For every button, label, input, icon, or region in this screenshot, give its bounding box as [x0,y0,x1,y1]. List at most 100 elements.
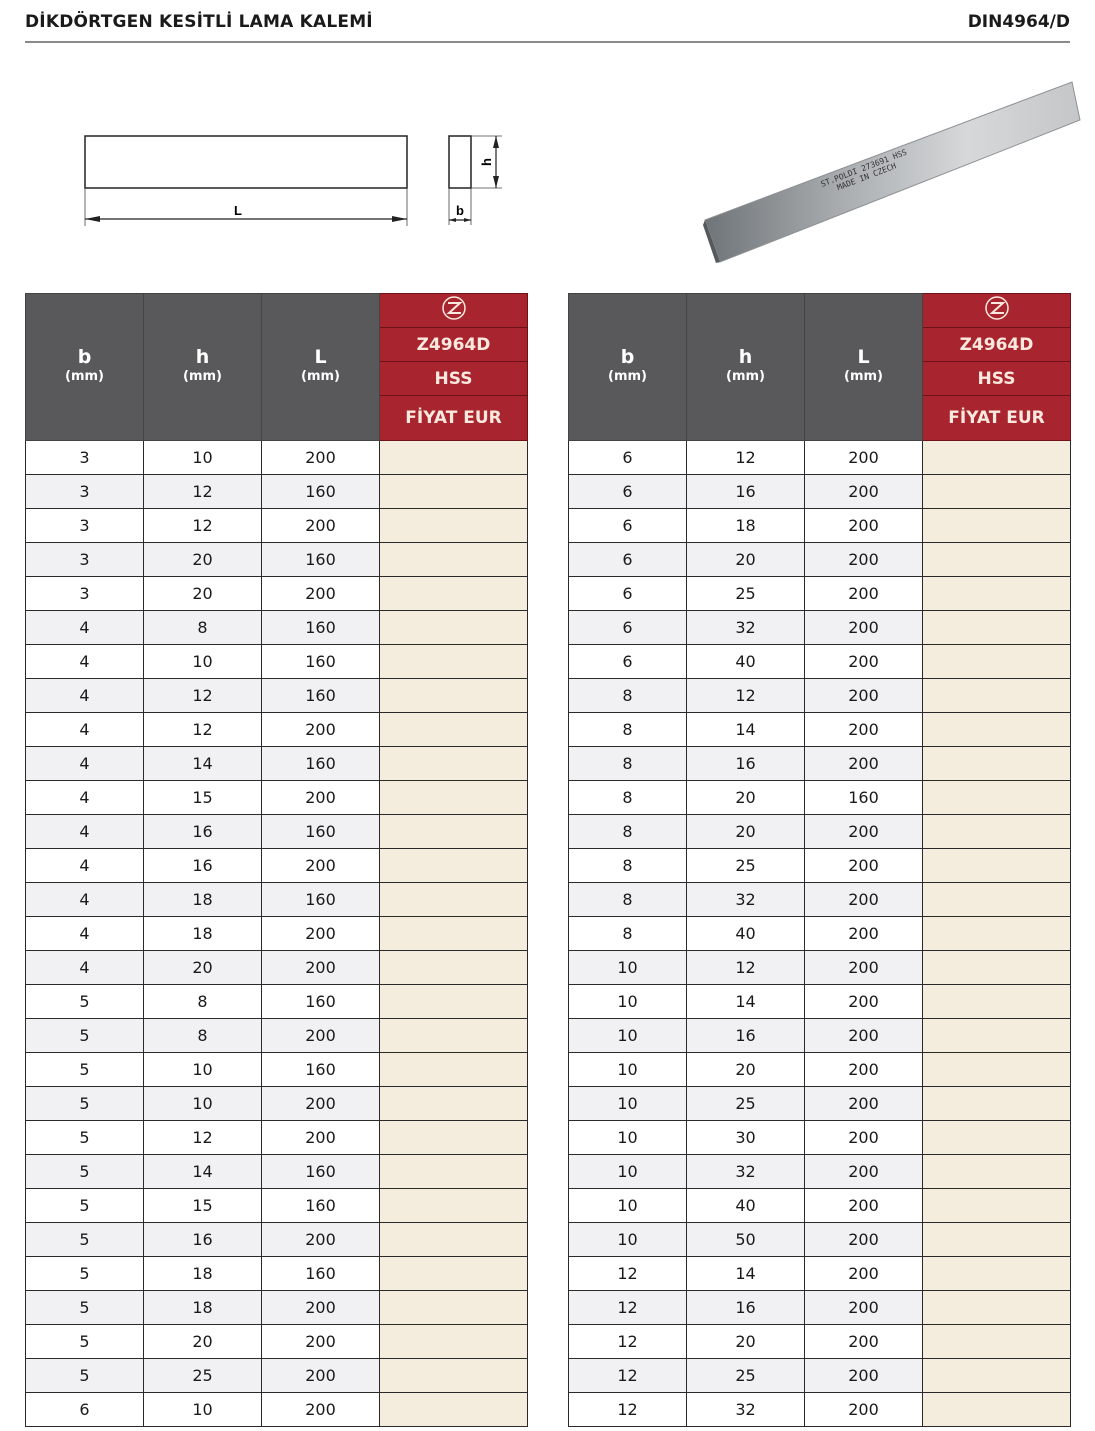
cell-h: 20 [686,1324,805,1359]
cell-b: 5 [25,1358,144,1393]
cell-h: 16 [143,848,262,883]
cell-h: 50 [686,1222,805,1257]
table-row: 10 50 200 [568,1222,1071,1257]
table-row: 4 16 160 [25,814,528,849]
cell-L: 200 [804,1086,923,1121]
product-photo: ST.POLDI 273691 HSS MADE IN CZECH [703,81,1081,263]
cell-L: 200 [261,712,380,747]
cell-price [379,1358,528,1393]
table-row: 5 16 200 [25,1222,528,1257]
cell-h: 12 [143,712,262,747]
cell-h: 10 [143,440,262,475]
cell-h: 20 [143,542,262,577]
cell-price [379,1188,528,1223]
cell-b: 8 [568,882,687,917]
cell-price [922,814,1071,849]
cell-L: 200 [804,746,923,781]
cell-L: 160 [261,984,380,1019]
table-row: 5 12 200 [25,1120,528,1155]
cell-L: 200 [261,950,380,985]
cell-L: 200 [261,916,380,951]
size-table-right: b (mm) h (mm) L (mm) Z4964D HSS FİYAT EUR 6… [568,293,1071,1427]
cell-b: 8 [568,780,687,815]
cell-price [379,1392,528,1427]
cell-b: 3 [25,576,144,611]
cell-b: 4 [25,746,144,781]
cell-price [379,1324,528,1359]
table-row: 5 10 200 [25,1086,528,1121]
cell-h: 12 [143,678,262,713]
table-row: 12 16 200 [568,1290,1071,1325]
cell-b: 4 [25,950,144,985]
table-row: 5 25 200 [25,1358,528,1393]
cell-price [379,644,528,679]
cell-h: 20 [686,780,805,815]
cell-L: 200 [261,440,380,475]
cell-b: 4 [25,712,144,747]
table-row: 3 20 160 [25,542,528,577]
cell-price [922,984,1071,1019]
cell-price [922,780,1071,815]
table-row: 8 40 200 [568,916,1071,951]
cell-h: 32 [686,1392,805,1427]
cell-b: 4 [25,644,144,679]
cell-price [379,1290,528,1325]
cell-h: 25 [686,1358,805,1393]
cell-b: 4 [25,678,144,713]
cell-price [379,1154,528,1189]
table-row: 4 18 200 [25,916,528,951]
height-label: h [479,158,494,166]
cell-price [922,440,1071,475]
cell-h: 12 [143,474,262,509]
cell-price [922,1154,1071,1189]
table-row: 8 16 200 [568,746,1071,781]
cell-b: 10 [568,1120,687,1155]
table-row: 12 20 200 [568,1324,1071,1359]
cell-price [379,780,528,815]
cell-b: 4 [25,780,144,815]
cell-price [922,576,1071,611]
cell-h: 25 [686,576,805,611]
cell-b: 10 [568,1018,687,1053]
cell-L: 160 [261,644,380,679]
table-row: 4 12 200 [25,712,528,747]
cell-L: 200 [804,644,923,679]
cell-h: 40 [686,644,805,679]
table-row: 8 20 200 [568,814,1071,849]
cell-price [379,746,528,781]
cell-b: 4 [25,916,144,951]
cell-b: 5 [25,1018,144,1053]
cell-h: 12 [143,1120,262,1155]
cell-h: 20 [143,950,262,985]
cell-h: 20 [143,1324,262,1359]
cell-price [922,610,1071,645]
table-row: 5 8 200 [25,1018,528,1053]
cell-h: 14 [143,1154,262,1189]
cell-b: 5 [25,1120,144,1155]
cell-price [379,576,528,611]
col-header-L: L (mm) [804,293,923,441]
table-row: 8 25 200 [568,848,1071,883]
cell-L: 200 [261,576,380,611]
table-row: 4 12 160 [25,678,528,713]
cell-L: 200 [261,1018,380,1053]
cell-L: 200 [261,1324,380,1359]
col-header-b: b (mm) [25,293,144,441]
cell-L: 200 [804,814,923,849]
table-row: 4 10 160 [25,644,528,679]
cell-L: 200 [261,1222,380,1257]
technical-drawing: L h b [84,135,502,226]
cell-L: 200 [261,1086,380,1121]
cell-h: 16 [686,474,805,509]
cell-h: 20 [143,576,262,611]
cell-L: 200 [804,1052,923,1087]
cell-h: 14 [686,984,805,1019]
cell-price [922,474,1071,509]
cell-price [379,440,528,475]
cell-h: 12 [686,440,805,475]
table-row: 6 40 200 [568,644,1071,679]
cell-L: 200 [804,1324,923,1359]
cell-h: 40 [686,1188,805,1223]
cell-price [922,1358,1071,1393]
cell-b: 10 [568,950,687,985]
